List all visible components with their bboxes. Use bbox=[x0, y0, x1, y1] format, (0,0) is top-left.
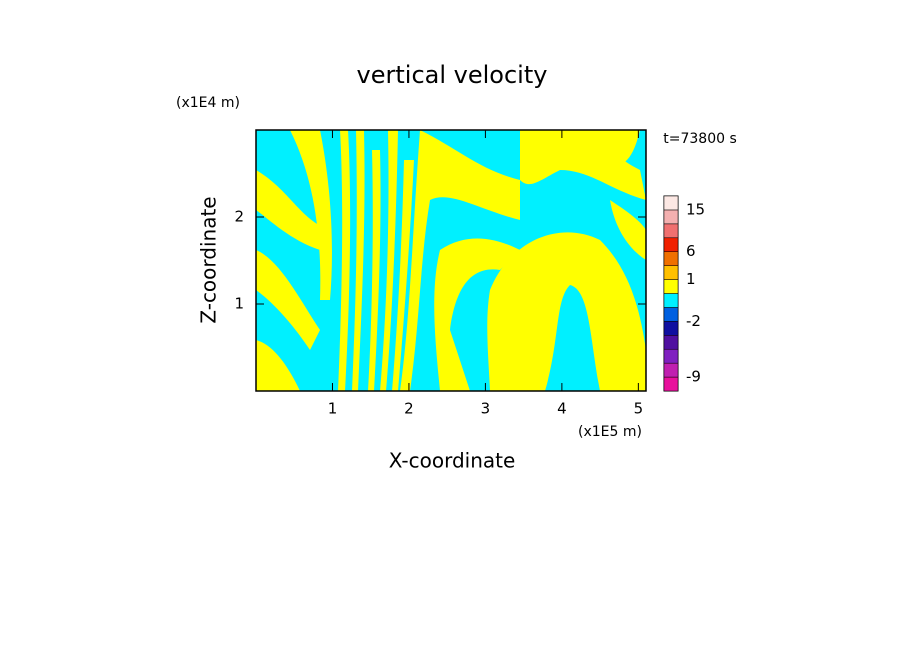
colorbar-segment bbox=[663, 251, 679, 266]
colorbar-segment bbox=[663, 293, 679, 308]
colorbar-tick-label: -2 bbox=[686, 312, 701, 330]
colorbar-segment bbox=[663, 376, 679, 392]
x-tick-label: 1 bbox=[328, 400, 338, 418]
colorbar-segment bbox=[663, 362, 679, 378]
x-tick-label: 3 bbox=[481, 400, 491, 418]
colorbar-segment bbox=[663, 321, 679, 336]
colorbar-tick-label: 1 bbox=[686, 270, 696, 288]
x-tick-label: 5 bbox=[634, 400, 644, 418]
contour-field bbox=[256, 130, 646, 391]
colorbar-segment bbox=[663, 223, 679, 239]
y-axis-title: Z-coordinate bbox=[197, 196, 221, 323]
y-tick-label: 2 bbox=[234, 208, 244, 226]
colorbar-segment bbox=[663, 237, 679, 252]
colorbar-tick-label: 15 bbox=[686, 200, 705, 218]
x-axis-title: X-coordinate bbox=[389, 449, 516, 473]
time-label: t=73800 s bbox=[663, 131, 737, 147]
colorbar-segment bbox=[663, 307, 679, 322]
colorbar-segment bbox=[663, 348, 679, 364]
plot-frame bbox=[255, 129, 647, 392]
colorbar-tick-label: 6 bbox=[686, 242, 696, 260]
field-pattern bbox=[256, 130, 646, 391]
colorbar-segment bbox=[663, 209, 679, 225]
x-unit: (x1E5 m) bbox=[578, 424, 642, 440]
colorbar-tick-label: -9 bbox=[686, 368, 701, 386]
chart-title: vertical velocity bbox=[357, 61, 548, 89]
x-tick-label: 4 bbox=[557, 400, 567, 418]
colorbar-segment bbox=[663, 279, 679, 294]
y-unit: (x1E4 m) bbox=[176, 95, 240, 111]
colorbar-segment bbox=[663, 335, 679, 350]
x-tick-label: 2 bbox=[404, 400, 414, 418]
colorbar-segment bbox=[663, 265, 679, 280]
y-tick-label: 1 bbox=[234, 295, 244, 313]
colorbar-segment bbox=[663, 195, 679, 211]
